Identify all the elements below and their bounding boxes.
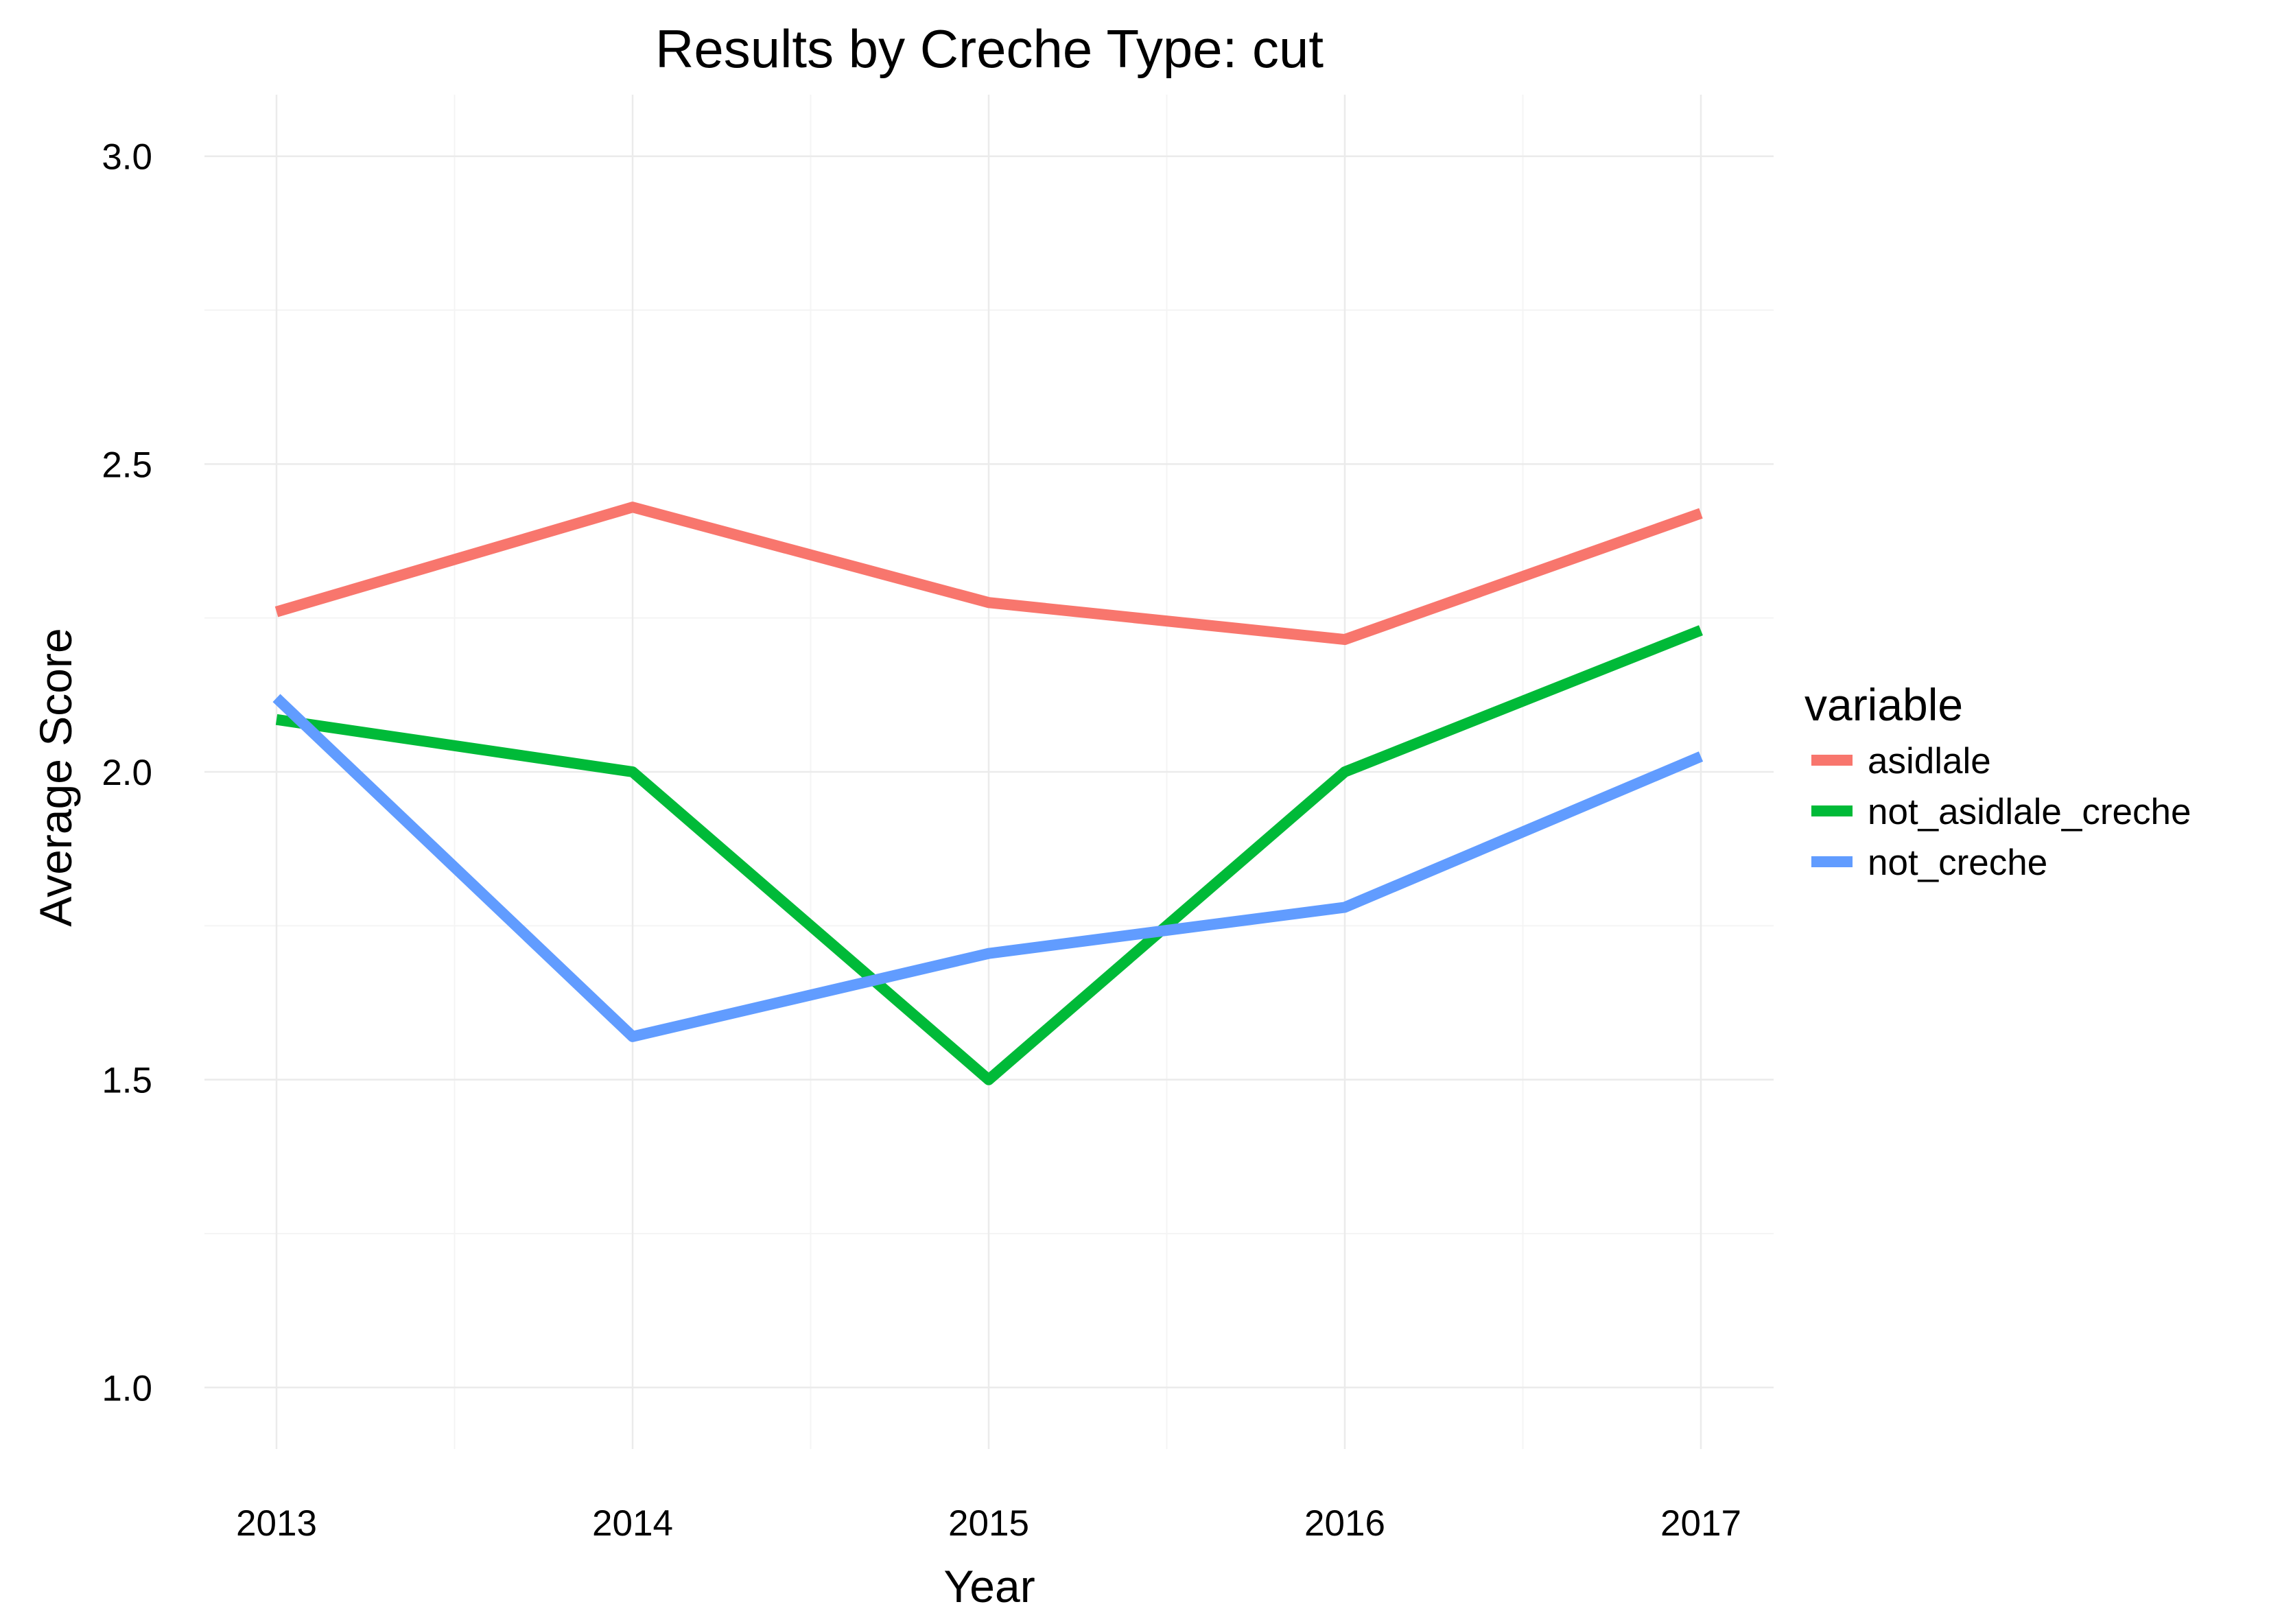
x-tick-label: 2013: [236, 1503, 317, 1544]
legend-items: asidlale not_asidlale_creche not_creche: [1811, 741, 2191, 883]
x-tick-label: 2016: [1304, 1503, 1385, 1544]
y-tick-label: 1.5: [102, 1061, 152, 1101]
y-tick-label: 2.0: [102, 753, 152, 793]
legend-label: not_creche: [1868, 843, 2047, 883]
y-axis-ticks: 1.0 1.5 2.0 2.5 3.0: [102, 137, 152, 1409]
chart-title: Results by Creche Type: cut: [655, 19, 1324, 79]
legend: variable asidlale not_asidlale_creche not_…: [1804, 679, 2191, 883]
legend-title: variable: [1804, 679, 1963, 730]
y-axis-label: Average Score: [30, 628, 81, 926]
y-tick-label: 2.5: [102, 445, 152, 485]
x-tick-label: 2015: [948, 1503, 1029, 1544]
legend-label: asidlale: [1868, 741, 1991, 781]
series-line-not_asidlale_creche: [275, 625, 1703, 1085]
series-line-not_creche: [272, 694, 1704, 1042]
series-line-asidlale: [274, 502, 1703, 646]
y-tick-label: 1.0: [102, 1368, 152, 1409]
legend-label: not_asidlale_creche: [1868, 792, 2191, 832]
series-lines: [272, 502, 1704, 1085]
x-axis-label: Year: [943, 1561, 1035, 1612]
x-tick-label: 2017: [1660, 1503, 1741, 1544]
x-axis-ticks: 2013 2014 2015 2016 2017: [236, 1503, 1741, 1544]
x-tick-label: 2014: [592, 1503, 673, 1544]
y-tick-label: 3.0: [102, 137, 152, 178]
